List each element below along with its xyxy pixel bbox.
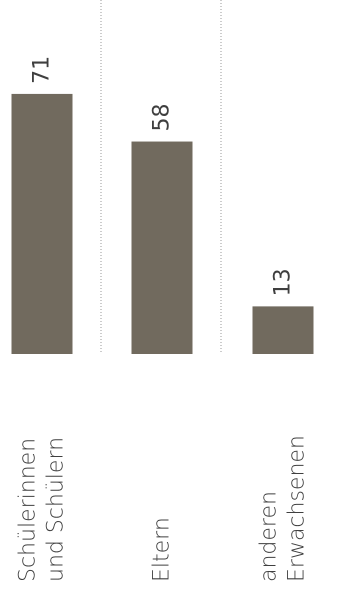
- bar-3: [252, 306, 314, 354]
- bar-2: [131, 141, 193, 354]
- category-labels: Schülerinnen und Schülern Eltern anderen Erw…: [16, 435, 310, 582]
- category-dividers: [100, 0, 222, 354]
- category-label-2-line-1: Eltern: [150, 517, 175, 582]
- category-label-1-line-1: Schülerinnen: [16, 438, 41, 582]
- category-label-1-line-2: und Schülern: [44, 437, 69, 582]
- value-label-3: 13: [271, 268, 296, 296]
- value-labels: 71 58 13: [30, 56, 296, 296]
- value-label-1: 71: [30, 56, 55, 84]
- value-label-2: 58: [150, 104, 175, 132]
- bars: [11, 93, 314, 355]
- bar-1: [11, 93, 73, 355]
- category-label-3-line-1: anderen: [257, 491, 282, 582]
- category-label-3-line-2: Erwachsenen: [285, 435, 310, 582]
